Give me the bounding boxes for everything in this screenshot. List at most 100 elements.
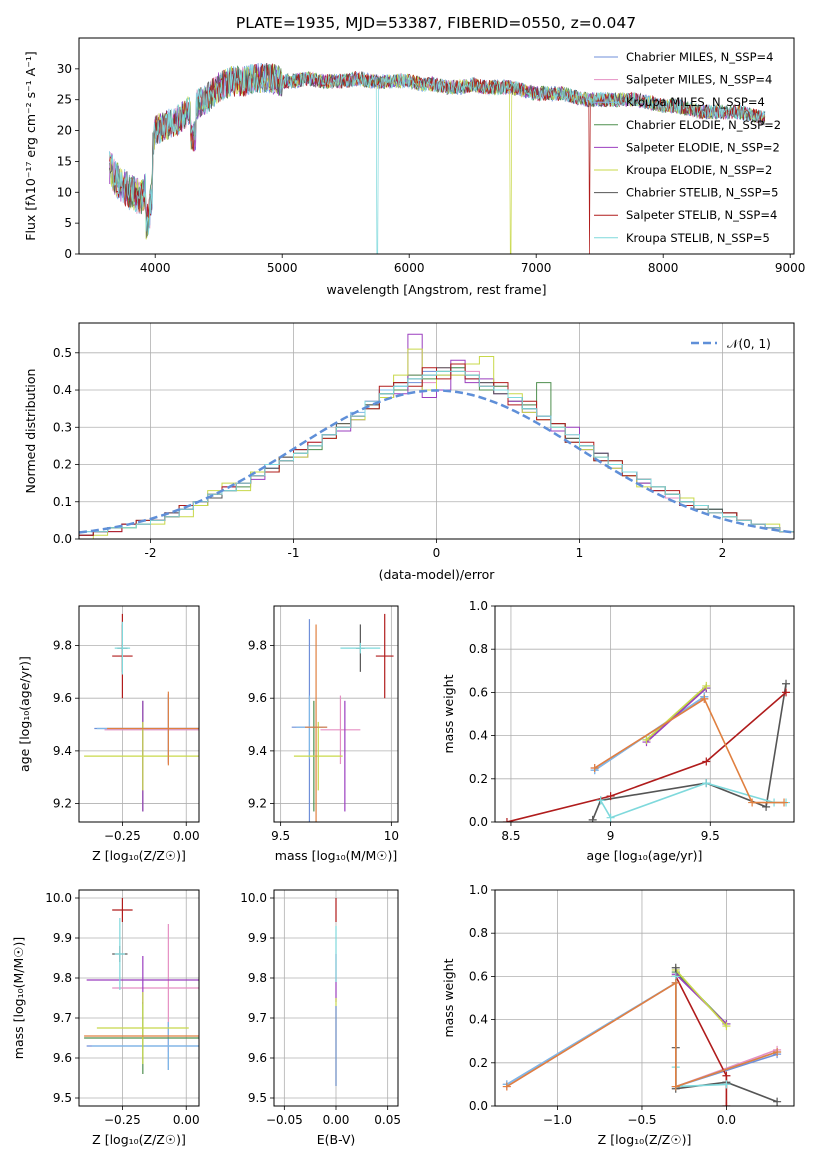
weight-marker-kroupa-elodie xyxy=(642,735,651,744)
weight-marker-salpeter-stelib xyxy=(502,818,511,822)
legend-entry: Salpeter MILES, N_SSP=4 xyxy=(626,73,772,87)
weight-marker-orange xyxy=(748,798,757,807)
y-tick-label: 9.5 xyxy=(248,1091,267,1105)
y-tick-label: 9.6 xyxy=(248,1051,267,1065)
normal-curve xyxy=(79,389,794,534)
weight-marker-chabrier-stelib xyxy=(588,815,597,822)
y-tick-label: 0.3 xyxy=(53,420,72,434)
y-axis-label: mass weight xyxy=(441,674,456,753)
y-tick-label: 0.6 xyxy=(469,685,488,699)
x-tick-label: 10 xyxy=(384,829,399,843)
y-tick-label: 9.2 xyxy=(53,797,72,811)
axes-frame xyxy=(494,605,795,823)
weight-marker-salpeter-stelib xyxy=(702,757,711,766)
weight-marker-salpeter-stelib xyxy=(722,1071,731,1080)
y-tick-label: 0.0 xyxy=(469,815,488,829)
weight-line-orange xyxy=(506,981,778,1088)
y-tick-label: 9.7 xyxy=(53,1011,72,1025)
legend-entry: Kroupa ELODIE, N_SSP=2 xyxy=(626,163,772,177)
weight-marker-orange xyxy=(671,1082,680,1091)
x-tick-label: 8.5 xyxy=(501,829,520,843)
age-vs-metallicity-panel: −0.25 0.00 9.2 9.4 9.6 9.8 Z [log₁₀(Z/Z☉)] age … xyxy=(17,605,200,863)
spectrum-panel: 4000 5000 6000 7000 8000 9000 0 5 10 15 20 25 30 wave… xyxy=(23,37,806,297)
y-tick-label: 0.4 xyxy=(469,1013,488,1027)
y-tick-label: 0.2 xyxy=(469,772,488,786)
weight-marker-salpeter-stelib xyxy=(722,1102,731,1106)
y-tick-label: 0.0 xyxy=(53,532,72,546)
legend-entry: Chabrier MILES, N_SSP=4 xyxy=(626,50,773,64)
residuals-panel: -2 -1 0 1 2 0.0 0.1 0.2 0.3 0.4 0.5 (data-model)/er… xyxy=(23,322,795,582)
y-tick-label: 9.9 xyxy=(248,931,267,945)
legend-entry: Chabrier STELIB, N_SSP=5 xyxy=(626,186,778,200)
axes-frame xyxy=(273,605,399,823)
y-axis-label: Normed distribution xyxy=(23,369,38,494)
weight-marker-kroupa-elodie xyxy=(722,1022,731,1031)
y-tick-label: 0.4 xyxy=(53,383,72,397)
axes-frame xyxy=(494,889,795,1107)
x-tick-label: −0.25 xyxy=(104,829,141,843)
x-tick-label: 9.5 xyxy=(701,829,720,843)
weight-marker-orange xyxy=(671,978,680,987)
weight-marker-kroupa-stelib xyxy=(606,813,615,822)
y-axis-label: age [log₁₀(age/yr)] xyxy=(17,656,32,772)
y-axis-label: Flux [fλ10⁻¹⁷ erg cm⁻² s⁻¹ A⁻¹] xyxy=(23,51,38,240)
x-axis-label: mass [log₁₀(M/M☉)] xyxy=(275,848,397,863)
y-tick-label: 9.6 xyxy=(53,691,72,705)
y-tick-label: 9.8 xyxy=(248,971,267,985)
axes-frame xyxy=(78,37,795,255)
x-tick-label: 0.0 xyxy=(717,1113,736,1127)
y-tick-label: 20 xyxy=(57,124,72,138)
weight-vs-age-panel: 8.5 9 9.5 0.0 0.2 0.4 0.6 0.8 1.0 age [log₁₀(age/… xyxy=(441,599,795,863)
y-tick-label: 9.4 xyxy=(53,744,72,758)
x-axis-label: Z [log₁₀(Z/Z☉)] xyxy=(92,1132,186,1147)
y-tick-label: 0.8 xyxy=(469,642,488,656)
y-tick-label: 30 xyxy=(57,62,72,76)
y-tick-label: 25 xyxy=(57,93,72,107)
x-axis-label: Z [log₁₀(Z/Z☉)] xyxy=(598,1132,692,1147)
y-tick-label: 9.4 xyxy=(248,744,267,758)
axes-frame xyxy=(273,889,399,1107)
legend-entry: Kroupa STELIB, N_SSP=5 xyxy=(626,231,770,245)
y-tick-label: 9.8 xyxy=(53,639,72,653)
x-tick-label: −0.5 xyxy=(627,1113,656,1127)
weight-marker-orange xyxy=(773,1048,782,1056)
x-axis-label: Z [log₁₀(Z/Z☉)] xyxy=(92,848,186,863)
weight-marker-salpeter-stelib xyxy=(606,792,615,801)
x-tick-label: -1 xyxy=(288,546,300,560)
weight-line-orange xyxy=(594,697,784,804)
y-tick-label: 9.6 xyxy=(248,691,267,705)
y-tick-label: 9.7 xyxy=(248,1011,267,1025)
y-tick-label: 5 xyxy=(64,216,72,230)
weight-marker-kroupa-elodie xyxy=(702,681,711,690)
age-vs-mass-panel: 9.5 10 9.2 9.4 9.6 9.8 mass [log₁₀(M/M☉)] xyxy=(248,605,399,863)
legend-entry: Kroupa MILES, N_SSP=4 xyxy=(626,95,765,109)
y-tick-label: 10.0 xyxy=(45,891,72,905)
y-tick-label: 9.8 xyxy=(53,971,72,985)
weight-marker-salpeter-stelib xyxy=(782,688,791,697)
x-axis-label: age [log₁₀(age/yr)] xyxy=(587,848,703,863)
x-tick-label: 2 xyxy=(719,546,727,560)
x-tick-label: 9.5 xyxy=(271,829,290,843)
y-tick-label: 0.1 xyxy=(53,495,72,509)
axes-frame xyxy=(78,889,200,1107)
weight-marker-kroupa-stelib xyxy=(702,779,711,788)
x-axis-label: wavelength [Angstrom, rest frame] xyxy=(326,282,546,297)
x-tick-label: −0.05 xyxy=(266,1113,303,1127)
x-tick-label: −0.25 xyxy=(104,1113,141,1127)
x-tick-label: 0.00 xyxy=(173,1113,200,1127)
y-tick-label: 15 xyxy=(57,154,72,168)
weight-marker-orange xyxy=(700,694,709,703)
weight-marker-chabrier-stelib xyxy=(671,963,680,972)
spectrum-line-kroupa-stelib-n-ssp-5 xyxy=(109,63,766,254)
y-tick-label: 9.9 xyxy=(53,931,72,945)
y-tick-label: 0.6 xyxy=(469,969,488,983)
weight-marker-kroupa-stelib xyxy=(722,1080,731,1089)
weight-marker-orange xyxy=(590,764,599,772)
y-tick-label: 0 xyxy=(64,247,72,261)
y-tick-label: 9.6 xyxy=(53,1051,72,1065)
y-tick-label: 10 xyxy=(57,185,72,199)
weight-line-salpeter-elodie xyxy=(645,687,707,743)
x-tick-label: 9000 xyxy=(775,261,806,275)
y-axis-label: mass [log₁₀(M/M☉)] xyxy=(11,937,26,1059)
